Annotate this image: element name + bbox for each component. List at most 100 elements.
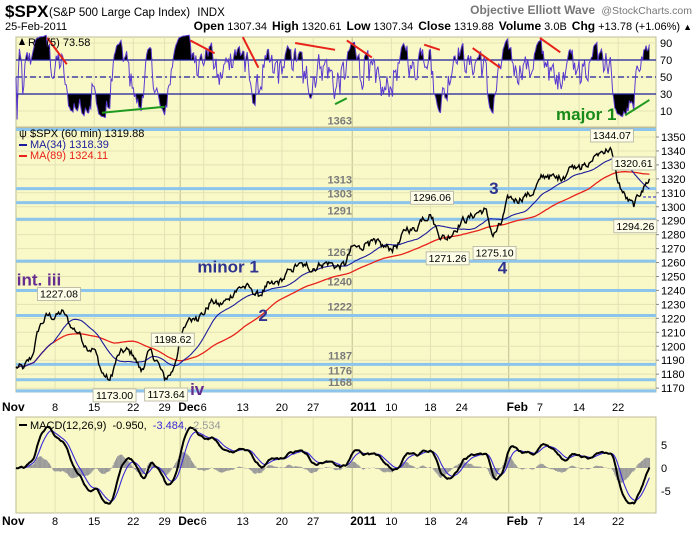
macd-histogram-bar bbox=[634, 468, 635, 470]
macd-histogram-bar bbox=[477, 466, 478, 468]
wave-label: iv bbox=[190, 380, 205, 399]
date-tick-label: 13 bbox=[237, 402, 249, 414]
macd-histogram-bar bbox=[454, 466, 455, 468]
macd-histogram-bar bbox=[632, 468, 633, 471]
ma89-legend: MA(89) 1324.11 bbox=[30, 150, 108, 162]
macd-histogram-bar bbox=[564, 468, 565, 472]
macd-histogram-bar bbox=[88, 468, 89, 475]
macd-histogram-bar bbox=[227, 468, 228, 471]
macd-histogram-bar bbox=[108, 468, 109, 471]
macd-histogram-bar bbox=[563, 468, 564, 472]
macd-histogram-bar bbox=[31, 465, 32, 468]
macd-histogram-bar bbox=[167, 468, 168, 474]
macd-histogram-bar bbox=[219, 468, 220, 472]
macd-histogram-bar bbox=[336, 468, 337, 470]
macd-histogram-bar bbox=[518, 468, 519, 469]
macd-histogram-bar bbox=[314, 468, 315, 472]
date-tick-label: 14 bbox=[573, 402, 585, 414]
macd-histogram-bar bbox=[334, 468, 335, 470]
macd-histogram-bar bbox=[241, 467, 242, 468]
rsi-tick-label: 10 bbox=[660, 106, 672, 118]
macd-histogram-bar bbox=[423, 466, 424, 468]
macd-histogram-bar bbox=[571, 466, 572, 468]
macd-histogram-bar bbox=[498, 468, 499, 472]
macd-histogram-bar bbox=[204, 468, 205, 471]
symbol-name-line: (S&P 500 Large Cap Index) INDX bbox=[49, 7, 225, 19]
quote-value-chg: +13.78 (+1.06%) bbox=[598, 21, 680, 33]
macd-histogram-bar bbox=[194, 465, 195, 468]
macd-histogram-bar bbox=[357, 465, 358, 468]
macd-histogram-bar bbox=[98, 468, 99, 471]
macd-histogram-bar bbox=[233, 468, 234, 469]
macd-histogram-bar bbox=[409, 465, 410, 468]
price-tick-label: 1320 bbox=[661, 174, 685, 186]
price-tick-label: 1200 bbox=[661, 341, 685, 353]
macd-histogram-bar bbox=[135, 468, 136, 470]
macd-histogram-bar bbox=[216, 468, 217, 471]
macd-histogram-bar bbox=[237, 467, 238, 468]
date-tick-label: 22 bbox=[127, 516, 139, 528]
macd-histogram-bar bbox=[588, 468, 589, 469]
macd-histogram-bar bbox=[499, 468, 500, 470]
macd-histogram-bar bbox=[206, 468, 207, 470]
macd-histogram-bar bbox=[573, 466, 574, 468]
macd-histogram-bar bbox=[448, 468, 449, 472]
macd-histogram-bar bbox=[649, 458, 650, 468]
macd-histogram-bar bbox=[104, 468, 105, 474]
rsi-tick-label: 90 bbox=[660, 38, 672, 50]
macd-histogram-bar bbox=[638, 464, 639, 468]
macd-histogram-bar bbox=[166, 468, 167, 475]
macd-histogram-bar bbox=[468, 463, 469, 468]
macd-histogram-bar bbox=[352, 462, 353, 468]
date-tick-label: 2011 bbox=[350, 400, 376, 414]
macd-histogram-bar bbox=[113, 465, 114, 468]
macd-histogram-bar bbox=[306, 468, 307, 469]
macd-tick-label: 5 bbox=[661, 440, 667, 452]
macd-histogram-bar bbox=[434, 468, 435, 471]
macd-histogram-bar bbox=[33, 464, 34, 468]
macd-histogram-bar bbox=[268, 465, 269, 468]
date-tick-label: 27 bbox=[307, 402, 319, 414]
support-label-1303: 1303 bbox=[328, 189, 352, 201]
date-tick-label: Dec bbox=[178, 514, 200, 528]
macd-histogram-bar bbox=[205, 468, 206, 470]
macd-histogram-bar bbox=[645, 458, 646, 468]
macd-histogram-bar bbox=[624, 468, 625, 480]
macd-histogram-bar bbox=[488, 468, 489, 471]
date-tick-label: 8 bbox=[52, 402, 58, 414]
support-label-1222: 1222 bbox=[328, 302, 352, 314]
macd-histogram-bar bbox=[425, 467, 426, 468]
macd-histogram-bar bbox=[286, 466, 287, 468]
macd-histogram-bar bbox=[107, 468, 108, 472]
macd-histogram-bar bbox=[43, 459, 44, 468]
macd-histogram-bar bbox=[355, 463, 356, 468]
macd-histogram-bar bbox=[60, 468, 61, 472]
candle-icon: ψ bbox=[19, 128, 27, 140]
macd-histogram-bar bbox=[457, 465, 458, 468]
macd-histogram-bar bbox=[333, 468, 334, 469]
macd-histogram-bar bbox=[580, 468, 581, 469]
quote-value-low: 1307.34 bbox=[373, 21, 413, 33]
macd-histogram-bar bbox=[252, 468, 253, 472]
macd-histogram-bar bbox=[351, 462, 352, 468]
macd-histogram-bar bbox=[553, 468, 554, 469]
macd-histogram-bar bbox=[315, 468, 316, 472]
macd-histogram-bar bbox=[91, 468, 92, 472]
macd-histogram-bar bbox=[450, 468, 451, 471]
macd-histogram-bar bbox=[221, 468, 222, 473]
macd-histogram-bar bbox=[600, 466, 601, 468]
macd-histogram-bar bbox=[408, 463, 409, 468]
macd-histogram-bar bbox=[489, 468, 490, 474]
macd-histogram-bar bbox=[561, 468, 562, 473]
value-label: 1173.00 bbox=[96, 390, 133, 402]
macd-histogram-bar bbox=[539, 464, 540, 468]
macd-histogram-bar bbox=[38, 457, 39, 468]
macd-histogram-bar bbox=[231, 468, 232, 470]
date-tick-label: 24 bbox=[456, 402, 468, 414]
histogram-value: 2.534 bbox=[193, 420, 221, 432]
macd-histogram-bar bbox=[203, 468, 204, 471]
macd-histogram-bar bbox=[85, 468, 86, 476]
